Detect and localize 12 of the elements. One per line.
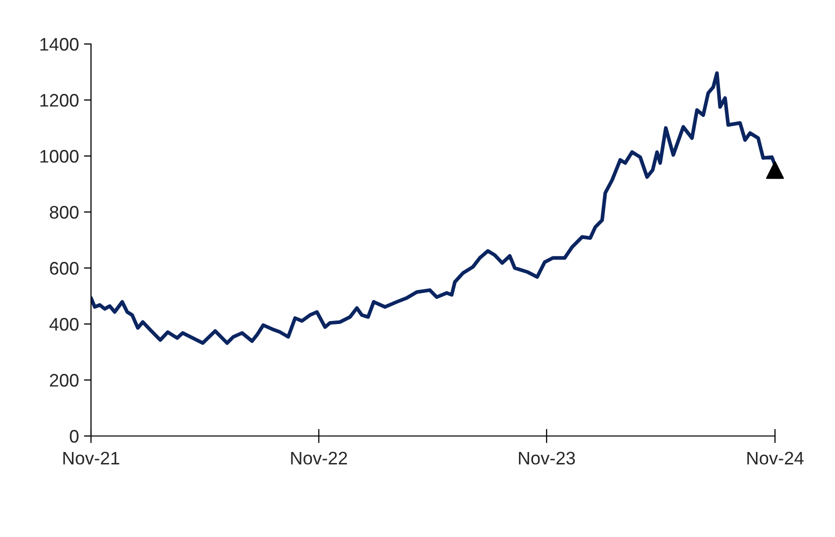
- y-tick-label: 1400: [40, 38, 78, 51]
- x-tick-label: Nov-21: [63, 452, 120, 465]
- y-tick-label: 1200: [40, 94, 78, 107]
- y-tick-label: 1000: [40, 150, 78, 163]
- y-tick-label: 800: [50, 206, 78, 219]
- x-tick-label: Nov-23: [518, 452, 575, 465]
- x-tick-label: Nov-24: [747, 452, 804, 465]
- y-tick-label: 200: [50, 374, 78, 387]
- x-tick-label: Nov-22: [291, 452, 347, 465]
- y-tick-label: 0: [70, 430, 78, 443]
- y-tick-label: 400: [49, 318, 78, 331]
- y-tick-label: 600: [50, 262, 78, 275]
